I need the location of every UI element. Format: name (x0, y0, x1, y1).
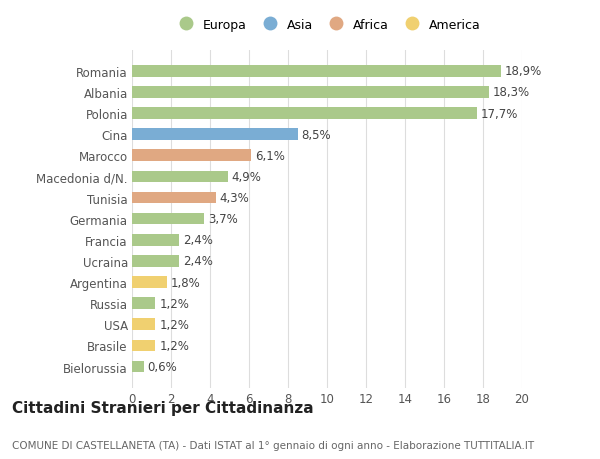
Text: 17,7%: 17,7% (481, 107, 518, 120)
Text: 6,1%: 6,1% (255, 150, 285, 162)
Bar (132, 235, 179, 246)
Bar (132, 66, 500, 78)
Bar (132, 361, 144, 373)
Bar (132, 171, 227, 183)
Text: 8,5%: 8,5% (302, 129, 331, 141)
Bar (132, 108, 477, 120)
Bar (132, 150, 251, 162)
Text: 0,6%: 0,6% (148, 360, 178, 373)
Text: 1,2%: 1,2% (160, 297, 189, 310)
Bar (132, 256, 179, 267)
Text: 4,9%: 4,9% (232, 171, 262, 184)
Text: 1,2%: 1,2% (160, 318, 189, 331)
Text: 4,3%: 4,3% (220, 191, 250, 205)
Legend: Europa, Asia, Africa, America: Europa, Asia, Africa, America (170, 16, 484, 34)
Text: 3,7%: 3,7% (208, 213, 238, 226)
Bar (132, 87, 489, 99)
Text: Cittadini Stranieri per Cittadinanza: Cittadini Stranieri per Cittadinanza (12, 400, 314, 415)
Bar (132, 192, 216, 204)
Text: 18,9%: 18,9% (505, 65, 542, 78)
Text: 2,4%: 2,4% (182, 255, 212, 268)
Bar (132, 298, 155, 309)
Text: 1,8%: 1,8% (171, 276, 201, 289)
Text: 2,4%: 2,4% (182, 234, 212, 247)
Text: 1,2%: 1,2% (160, 339, 189, 352)
Text: COMUNE DI CASTELLANETA (TA) - Dati ISTAT al 1° gennaio di ogni anno - Elaborazio: COMUNE DI CASTELLANETA (TA) - Dati ISTAT… (12, 440, 534, 450)
Bar (132, 213, 204, 225)
Text: 18,3%: 18,3% (493, 86, 530, 99)
Bar (132, 129, 298, 140)
Bar (132, 319, 155, 330)
Bar (132, 277, 167, 288)
Bar (132, 340, 155, 352)
